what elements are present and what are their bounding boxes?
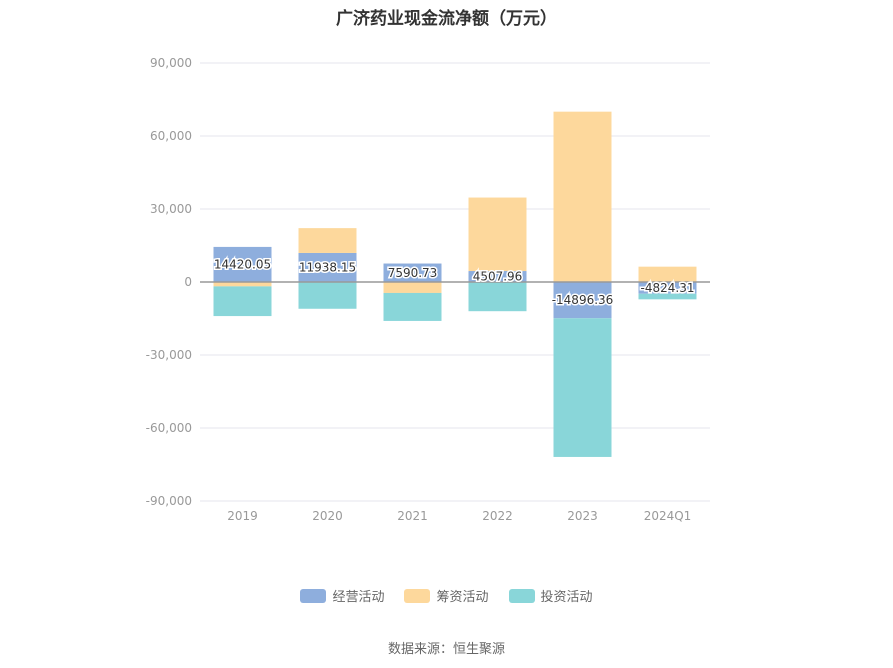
x-tick-label: 2024Q1 <box>644 509 692 523</box>
bar-筹资活动-2019 <box>213 282 272 287</box>
bar-筹资活动-2021 <box>383 282 442 293</box>
bar-投资活动-2019 <box>213 286 272 317</box>
legend-item[interactable]: 投资活动 <box>508 586 593 605</box>
y-tick-label: 0 <box>184 275 192 289</box>
bar-筹资活动-2022 <box>468 197 527 272</box>
bar-经营活动-2024Q1 <box>638 282 697 294</box>
data-label: 11938.15 <box>299 260 356 274</box>
x-tick-label: 2019 <box>227 509 258 523</box>
axis-labels: -90,000 -60,000 -30,000 0 30,000 60,000 90,000… <box>146 56 692 523</box>
bars <box>213 111 697 457</box>
data-label: 4507.96 <box>473 270 523 284</box>
x-tick-label: 2022 <box>482 509 513 523</box>
data-label: 7590.73 <box>388 266 438 280</box>
legend-label: 投资活动 <box>540 590 593 605</box>
data-label: 14420.05 <box>214 257 271 271</box>
data-label: -4824.31 <box>641 281 695 295</box>
legend-swatch <box>508 588 535 603</box>
chart-title: 广济药业现金流净额（万元） <box>336 9 557 29</box>
bar-经营活动-2023 <box>553 282 612 319</box>
x-tick-label: 2021 <box>397 509 428 523</box>
bar-筹资活动-2020 <box>298 228 357 253</box>
data-label: -14896.36 <box>552 293 614 307</box>
bar-投资活动-2024Q1 <box>638 293 697 300</box>
legend-label: 经营活动 <box>332 590 385 605</box>
y-tick-label: 30,000 <box>150 202 192 216</box>
legend: 经营活动 筹资活动 投资活动 <box>0 586 893 605</box>
grid-lines <box>200 62 710 502</box>
y-tick-label: -90,000 <box>146 494 192 508</box>
bar-投资活动-2020 <box>298 282 357 309</box>
y-tick-label: -30,000 <box>146 348 192 362</box>
y-tick-label: 90,000 <box>150 56 192 70</box>
bar-筹资活动-2024Q1 <box>638 266 697 282</box>
legend-swatch <box>404 588 431 603</box>
data-labels: 14420.05 11938.15 7590.73 4507.96 -14896.36 -… <box>212 256 696 309</box>
y-tick-label: 60,000 <box>150 129 192 143</box>
bar-投资活动-2022 <box>468 282 527 312</box>
bar-投资活动-2023 <box>553 318 612 457</box>
source-note: 数据来源：恒生聚源 <box>387 642 505 657</box>
legend-item[interactable]: 筹资活动 <box>404 586 489 605</box>
bar-筹资活动-2023 <box>553 111 612 283</box>
bar-经营活动-2020 <box>298 252 357 282</box>
legend-swatch <box>300 588 327 603</box>
bar-经营活动-2022 <box>468 271 527 282</box>
bar-投资活动-2021 <box>383 292 442 321</box>
legend-item[interactable]: 经营活动 <box>300 586 384 605</box>
x-tick-label: 2023 <box>567 509 598 523</box>
legend-label: 筹资活动 <box>436 590 489 605</box>
y-tick-label: -60,000 <box>146 421 192 435</box>
bar-经营活动-2019 <box>213 246 272 282</box>
bar-经营活动-2021 <box>383 263 442 282</box>
x-tick-label: 2020 <box>312 509 343 523</box>
